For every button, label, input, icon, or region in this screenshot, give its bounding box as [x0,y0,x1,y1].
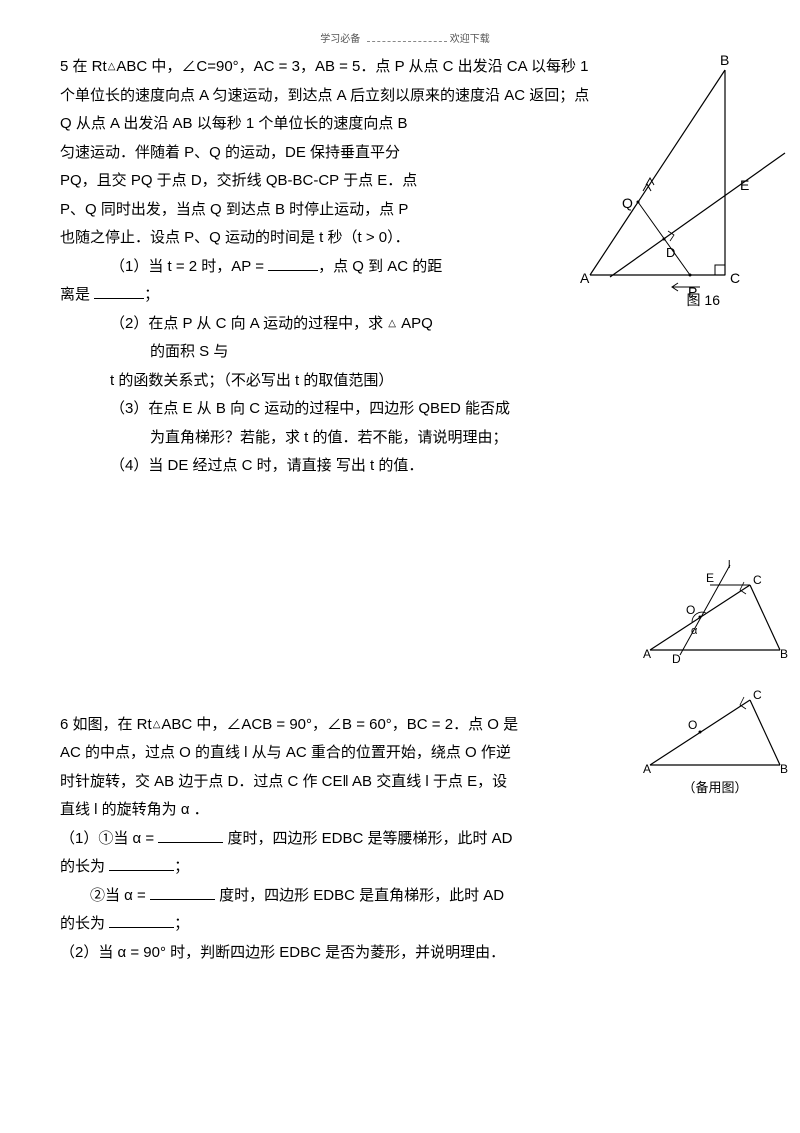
p6-q3: （2）当 α = 90° 时，判断四边形 EDBC 是否为菱形，并说明理由． [60,939,590,968]
label-B: B [780,647,788,661]
header-left: 学习必备 [320,34,360,45]
label-l: l [728,560,730,571]
p5-q3-line1: （3）在点 E 从 B 向 C 运动的过程中，四边形 QBED 能否成 [60,395,750,424]
p5-q2-line3: t 的函数关系式；（不必写出 t 的取值范围） [60,367,750,396]
p5-q2-line2: 的面积 S 与 [60,338,750,367]
triangle-icon: △ [107,61,117,72]
label-C: C [730,270,740,286]
blank-input [109,912,174,928]
triangle-icon: △ [387,318,397,329]
figure-16-caption: 图 16 [687,290,720,310]
figure-p6-main: A B C D E O l α [640,560,790,670]
label-A: A [580,270,590,286]
label-O: O [688,718,697,732]
label-Q: Q [622,195,633,211]
figure-p6-spare-wrap: A B C O （备用图） [640,685,790,796]
figure-spare-caption: （备用图） [640,777,790,796]
triangle-icon: △ [152,719,162,730]
p6-q2-line2: 的长为 ； [60,910,590,939]
label-D: D [666,245,675,260]
p5-q4: （4）当 DE 经过点 C 时，请直接 写出 t 的值． [60,452,750,481]
p6-line4: 直线 l 的旋转角为 α ． [60,796,590,825]
label-B: B [780,762,788,775]
label-A: A [643,647,651,661]
label-D: D [672,652,681,666]
label-B: B [720,52,729,68]
label-C: C [753,573,762,587]
label-O: O [686,603,695,617]
p6-line1: 6 如图，在 Rt△ABC 中，∠ACB = 90°，∠B = 60°，BC =… [60,711,590,740]
p6-q1-line1: （1）①当 α = 度时，四边形 EDBC 是等腰梯形，此时 AD [60,825,590,854]
p6-line2: AC 的中点，过点 O 的直线 l 从与 AC 重合的位置开始，绕点 O 作逆 [60,739,590,768]
header-underline [367,41,447,42]
blank-input [158,827,223,843]
figure-16: A B C D E P Q [560,45,790,305]
header-right: 欢迎下载 [450,34,490,45]
label-A: A [643,762,651,775]
blank-input [109,855,174,871]
label-E: E [740,177,749,193]
blank-input [94,283,144,299]
page-header: 学习必备 欢迎下载 [60,30,750,45]
p5-q2-line1: （2）在点 P 从 C 向 A 运动的过程中，求 △ APQ [60,310,750,339]
label-alpha: α [691,625,698,637]
p6-q1-line2: 的长为 ； [60,853,590,882]
blank-input [150,884,215,900]
p5-q3-line2: 为直角梯形？若能，求 t 的值．若不能，请说明理由； [60,424,750,453]
p6-line3: 时针旋转，交 AB 边于点 D．过点 C 作 CE‖ AB 交直线 l 于点 E… [60,768,590,797]
blank-input [268,255,318,271]
figure-p6-spare: A B C O [640,685,790,775]
label-E: E [706,571,714,585]
label-C: C [753,688,762,702]
p6-q2-line1: ②当 α = 度时，四边形 EDBC 是直角梯形，此时 AD [60,882,590,911]
